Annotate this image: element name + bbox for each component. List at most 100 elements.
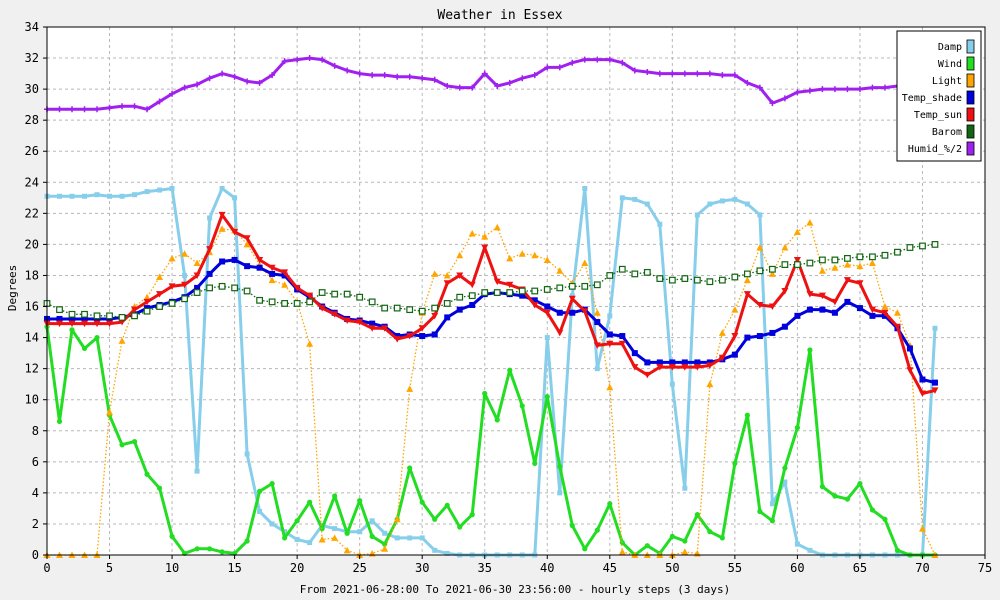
data-point-temp-sun xyxy=(406,333,414,340)
data-point-barom xyxy=(869,253,876,261)
data-point-damp xyxy=(757,212,763,218)
data-point-temp-sun xyxy=(468,281,476,289)
data-point-barom xyxy=(68,310,76,318)
data-point-temp-shade xyxy=(569,309,576,316)
data-point-temp-shade xyxy=(694,359,701,366)
data-point-humid-2 xyxy=(456,84,463,91)
series-wind xyxy=(44,324,938,558)
data-point-barom xyxy=(606,272,614,279)
data-point-damp xyxy=(682,485,688,491)
data-point-temp-sun xyxy=(243,235,251,242)
data-point-wind xyxy=(719,535,725,541)
data-point-barom xyxy=(106,312,113,320)
data-point-light xyxy=(618,548,626,555)
data-point-wind xyxy=(619,539,625,546)
data-point-temp-sun xyxy=(68,320,76,328)
data-point-light xyxy=(168,254,176,262)
data-point-temp-shade xyxy=(544,303,551,310)
data-point-damp xyxy=(769,501,775,507)
data-point-wind xyxy=(219,549,225,555)
legend-label-damp: Damp xyxy=(938,42,962,53)
data-point-temp-shade xyxy=(369,320,376,327)
data-point-temp-shade xyxy=(219,258,226,265)
data-point-damp xyxy=(169,186,175,192)
data-point-wind xyxy=(857,480,863,487)
data-point-barom xyxy=(518,287,526,295)
data-point-damp xyxy=(544,335,550,341)
data-point-damp xyxy=(369,518,375,524)
data-point-temp-shade xyxy=(56,315,63,322)
data-point-barom xyxy=(768,265,776,273)
y-tick-label: 18 xyxy=(25,268,39,282)
data-point-temp-sun xyxy=(481,244,489,252)
data-point-temp-sun xyxy=(443,280,451,287)
data-point-wind xyxy=(457,524,463,530)
data-point-barom xyxy=(593,281,601,289)
data-point-temp-sun xyxy=(218,211,226,219)
data-point-light xyxy=(781,244,789,251)
data-point-wind xyxy=(519,403,525,409)
data-point-temp-shade xyxy=(831,309,838,316)
data-point-temp-sun xyxy=(81,320,89,328)
data-point-light xyxy=(506,254,514,262)
data-point-wind xyxy=(682,538,688,544)
data-point-humid-2 xyxy=(144,106,151,113)
data-point-temp-sun xyxy=(293,284,301,292)
data-point-wind xyxy=(869,507,876,513)
series-line-light xyxy=(47,222,936,556)
data-point-barom xyxy=(306,298,314,306)
data-point-temp-sun xyxy=(706,362,714,370)
data-point-wind xyxy=(569,522,575,529)
y-tick-label: 4 xyxy=(32,486,39,500)
data-point-wind xyxy=(532,460,538,466)
series-line-temp-sun xyxy=(47,213,936,395)
data-point-light xyxy=(143,293,151,301)
data-point-wind xyxy=(707,529,713,535)
data-point-light xyxy=(481,233,489,240)
data-point-barom xyxy=(856,253,864,261)
data-point-humid-2 xyxy=(106,104,113,111)
data-point-temp-shade xyxy=(431,331,438,338)
data-point-light xyxy=(181,250,189,257)
data-point-barom xyxy=(268,298,276,306)
data-point-light xyxy=(218,225,226,232)
data-point-wind xyxy=(144,471,150,477)
data-point-barom xyxy=(656,275,664,282)
data-point-barom xyxy=(556,284,564,292)
data-point-barom xyxy=(156,303,163,310)
data-point-damp xyxy=(382,530,388,536)
legend-swatch-light xyxy=(966,73,975,88)
data-point-damp xyxy=(82,193,88,199)
data-point-humid-2 xyxy=(81,106,88,113)
data-point-humid-2 xyxy=(844,86,851,93)
data-point-wind xyxy=(669,533,675,539)
data-point-barom xyxy=(743,270,751,278)
data-point-humid-2 xyxy=(419,75,426,82)
data-point-light xyxy=(893,309,901,316)
data-point-humid-2 xyxy=(819,86,826,93)
data-point-barom xyxy=(718,276,726,284)
data-point-barom xyxy=(181,295,188,303)
data-point-wind xyxy=(131,439,138,445)
data-point-barom xyxy=(894,248,901,256)
data-point-temp-sun xyxy=(793,256,801,264)
data-point-barom xyxy=(931,241,939,248)
data-point-wind xyxy=(844,496,851,502)
data-point-humid-2 xyxy=(631,67,638,74)
data-point-wind xyxy=(482,390,488,397)
data-point-barom xyxy=(293,300,301,307)
y-tick-label: 28 xyxy=(25,113,39,127)
data-point-wind xyxy=(294,518,300,524)
data-point-humid-2 xyxy=(519,75,526,82)
data-point-temp-shade xyxy=(619,333,626,340)
data-point-barom xyxy=(318,289,326,296)
data-point-barom xyxy=(568,282,576,290)
data-point-barom xyxy=(844,254,851,262)
data-point-humid-2 xyxy=(269,72,276,79)
data-point-temp-shade xyxy=(394,333,401,340)
data-point-damp xyxy=(807,547,813,553)
data-point-barom xyxy=(793,261,801,268)
data-point-wind xyxy=(344,530,350,536)
y-tick-label: 24 xyxy=(25,175,39,189)
data-point-temp-sun xyxy=(668,364,676,371)
